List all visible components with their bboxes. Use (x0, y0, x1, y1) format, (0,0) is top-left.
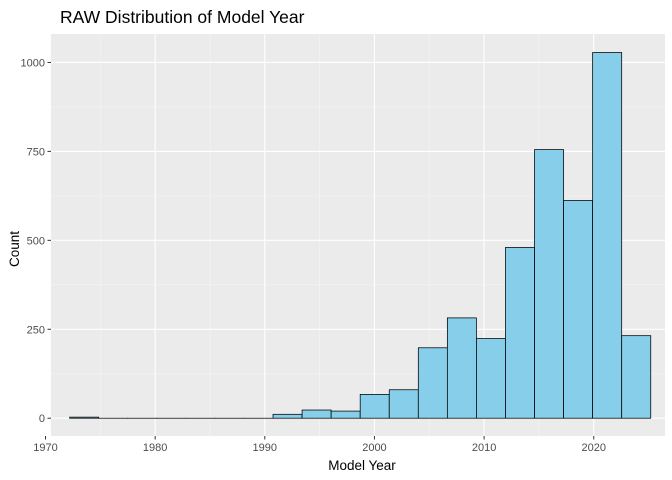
histogram-bar (592, 52, 623, 419)
x-tick-label: 2020 (581, 442, 605, 454)
x-tick-label: 1980 (143, 442, 167, 454)
x-tick-label: 1970 (33, 442, 57, 454)
y-tick-label: 0 (39, 413, 45, 425)
histogram-bar (476, 338, 506, 419)
histogram-bar (272, 413, 303, 419)
histogram-bar (621, 335, 652, 419)
y-axis: 0 250 500 750 1000 (21, 57, 51, 425)
x-tick-label: 1990 (253, 442, 277, 454)
y-tick-label: 500 (27, 235, 45, 247)
histogram-bar (534, 149, 564, 419)
x-tick-label: 2000 (362, 442, 386, 454)
x-axis-title: Model Year (328, 458, 396, 473)
x-tick-label: 2010 (472, 442, 496, 454)
histogram-bar (359, 394, 390, 419)
y-axis-title: Count (7, 231, 22, 267)
y-tick-label: 250 (27, 324, 45, 336)
y-tick-label: 1000 (21, 57, 45, 69)
histogram-bar (301, 409, 332, 419)
histogram-bar (388, 389, 419, 419)
histogram-bar (69, 416, 100, 419)
histogram-bar (563, 200, 594, 419)
chart-title: RAW Distribution of Model Year (60, 7, 305, 27)
histogram-bar (446, 317, 477, 419)
histogram-bar (417, 347, 448, 419)
histogram-bars (69, 52, 652, 419)
y-tick-label: 750 (27, 146, 45, 158)
histogram-bar (330, 410, 361, 419)
x-axis: 1970 1980 1990 2000 2010 2020 (33, 436, 606, 454)
histogram-bar (505, 247, 535, 419)
